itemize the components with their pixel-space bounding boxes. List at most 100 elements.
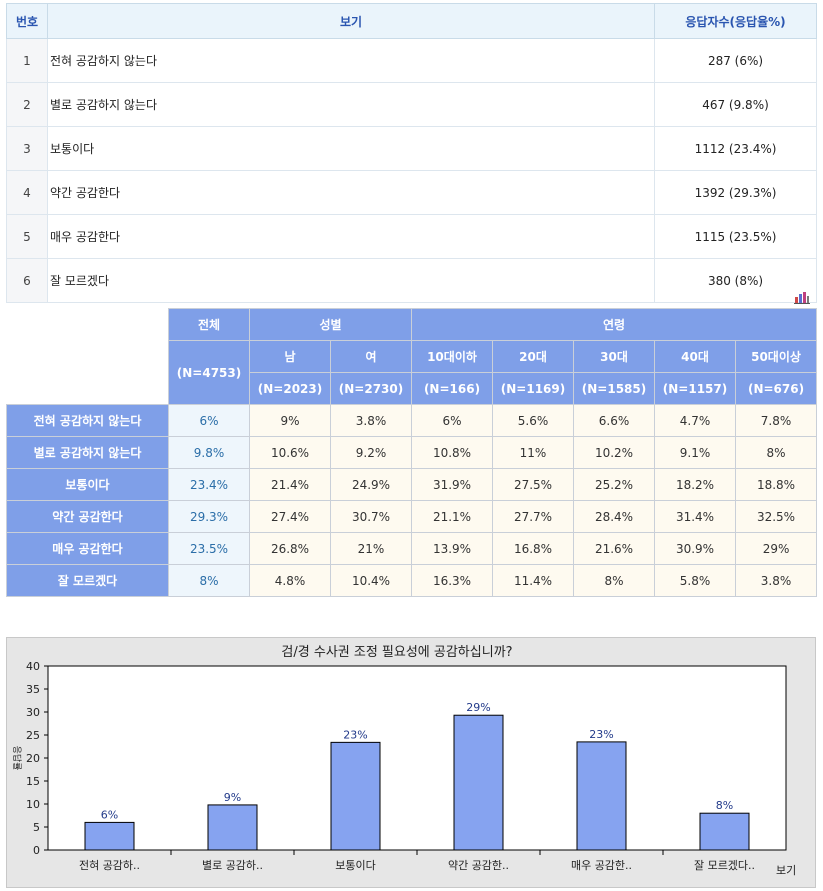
row-total: 23.4% [168,468,250,501]
crosstab-table: 전체 성별 연령 (N=4753) 남 여 10대이하 20대 30대 40대 … [6,308,818,597]
col-n: (N=2023) [249,372,331,405]
col-gender-group: 성별 [249,308,412,341]
crosstab-cell: 16.3% [411,564,493,597]
answer-no: 2 [6,82,48,127]
col-label: 20대 [492,340,574,373]
crosstab-cell: 30.9% [654,532,736,565]
crosstab-row: 별로 공감하지 않는다 9.8% 10.6% 9.2% 10.8% 11% 10.2% 9.1… [6,436,818,469]
crosstab-row: 약간 공감한다 29.3% 27.4% 30.7% 21.1% 27.7% 28.4% 31.… [6,500,818,533]
col-n: (N=166) [411,372,493,405]
crosstab-cell: 4.7% [654,404,736,437]
answer-no: 3 [6,126,48,171]
answer-table-header: 번호 보기 응답자수(응답율%) [6,3,817,39]
answer-count: 287 (6%) [654,38,817,83]
chart-title: 검/경 수사권 조정 필요성에 공감하십니까? [281,645,512,660]
crosstab-cell: 4.8% [249,564,331,597]
header-no: 번호 [6,3,48,39]
x-tick-label: 약간 공감한.. [448,858,509,872]
answer-table: 번호 보기 응답자수(응답율%) 1 전혀 공감하지 않는다 287 (6%) 2 별로… [6,3,817,303]
answer-row: 2 별로 공감하지 않는다 467 (9.8%) [6,82,817,127]
bar-chart: 검/경 수사권 조정 필요성에 공감하십니까? 0 5 10 15 20 25 30 35 40 응… [6,637,816,888]
answer-no: 1 [6,38,48,83]
col-label: 40대 [654,340,736,373]
crosstab-cell: 31.4% [654,500,736,533]
crosstab-cell: 32.5% [734,500,818,533]
y-axis-label: 응답률 [11,746,23,771]
col-n: (N=676) [734,372,818,405]
crosstab-cell: 7.8% [734,404,818,437]
crosstab-cell: 25.2% [573,468,655,501]
crosstab-cell: 8% [734,436,818,469]
crosstab-cell: 18.8% [734,468,818,501]
x-tick-label: 잘 모르겠다.. [694,859,755,872]
y-tick-label: 5 [33,821,40,834]
col-age-group: 연령 [410,308,818,341]
crosstab-cell: 27.5% [492,468,574,501]
crosstab-cell: 29% [734,532,818,565]
answer-option: 잘 모르겠다 [47,258,655,303]
answer-row: 3 보통이다 1112 (23.4%) [6,126,817,171]
bar-chart-svg: 검/경 수사권 조정 필요성에 공감하십니까? 0 5 10 15 20 25 30 35 40 응… [11,645,796,877]
answer-count: 1115 (23.5%) [654,214,817,259]
crosstab-cell: 13.9% [411,532,493,565]
y-tick-label: 15 [26,775,40,788]
row-label: 보통이다 [6,468,169,501]
answer-count: 1112 (23.4%) [654,126,817,171]
crosstab-row: 매우 공감한다 23.5% 26.8% 21% 13.9% 16.8% 21.6% 30.9%… [6,532,818,565]
bar-data-label: 23% [589,728,613,741]
crosstab-cell: 26.8% [249,532,331,565]
answer-option: 보통이다 [47,126,655,171]
row-total: 29.3% [168,500,250,533]
crosstab-cell: 28.4% [573,500,655,533]
answer-row: 4 약간 공감한다 1392 (29.3%) [6,170,817,215]
row-total: 9.8% [168,436,250,469]
crosstab-cell: 9% [249,404,331,437]
row-label: 전혀 공감하지 않는다 [6,404,169,437]
col-n: (N=2730) [330,372,412,405]
answer-count: 1392 (29.3%) [654,170,817,215]
crosstab-cell: 21% [330,532,412,565]
crosstab-cell: 18.2% [654,468,736,501]
bar [330,741,381,851]
crosstab-cell: 27.4% [249,500,331,533]
col-n: (N=1157) [654,372,736,405]
bar [576,741,627,851]
answer-row: 5 매우 공감한다 1115 (23.5%) [6,214,817,259]
bar [84,821,135,851]
answer-option: 별로 공감하지 않는다 [47,82,655,127]
y-tick-label: 20 [26,752,40,765]
x-axis-label: 보기 [776,864,796,877]
y-tick-label: 0 [33,844,40,857]
crosstab-cell: 31.9% [411,468,493,501]
row-total: 6% [168,404,250,437]
crosstab-cell: 21.6% [573,532,655,565]
col-n: (N=1169) [492,372,574,405]
row-label: 별로 공감하지 않는다 [6,436,169,469]
crosstab-cell: 21.4% [249,468,331,501]
col-label: 남 [249,340,331,373]
bar-data-label: 8% [716,799,733,812]
row-label: 잘 모르겠다 [6,564,169,597]
row-label: 매우 공감한다 [6,532,169,565]
y-tick-label: 40 [26,660,40,673]
crosstab-cell: 5.8% [654,564,736,597]
y-tick-label: 30 [26,706,40,719]
crosstab-cell: 11% [492,436,574,469]
col-label: 여 [330,340,412,373]
crosstab-cell: 10.6% [249,436,331,469]
col-total-n: (N=4753) [168,340,250,405]
header-count: 응답자수(응답율%) [654,3,817,39]
y-tick-label: 35 [26,683,40,696]
answer-count: 467 (9.8%) [654,82,817,127]
bar-chart-icon[interactable] [794,291,810,304]
crosstab-cell: 10.8% [411,436,493,469]
crosstab-cell: 3.8% [734,564,818,597]
col-n: (N=1585) [573,372,655,405]
answer-no: 6 [6,258,48,303]
row-total: 8% [168,564,250,597]
crosstab-cell: 16.8% [492,532,574,565]
crosstab-cell: 6.6% [573,404,655,437]
bar [699,812,750,851]
x-tick-label: 전혀 공감하.. [79,858,140,872]
